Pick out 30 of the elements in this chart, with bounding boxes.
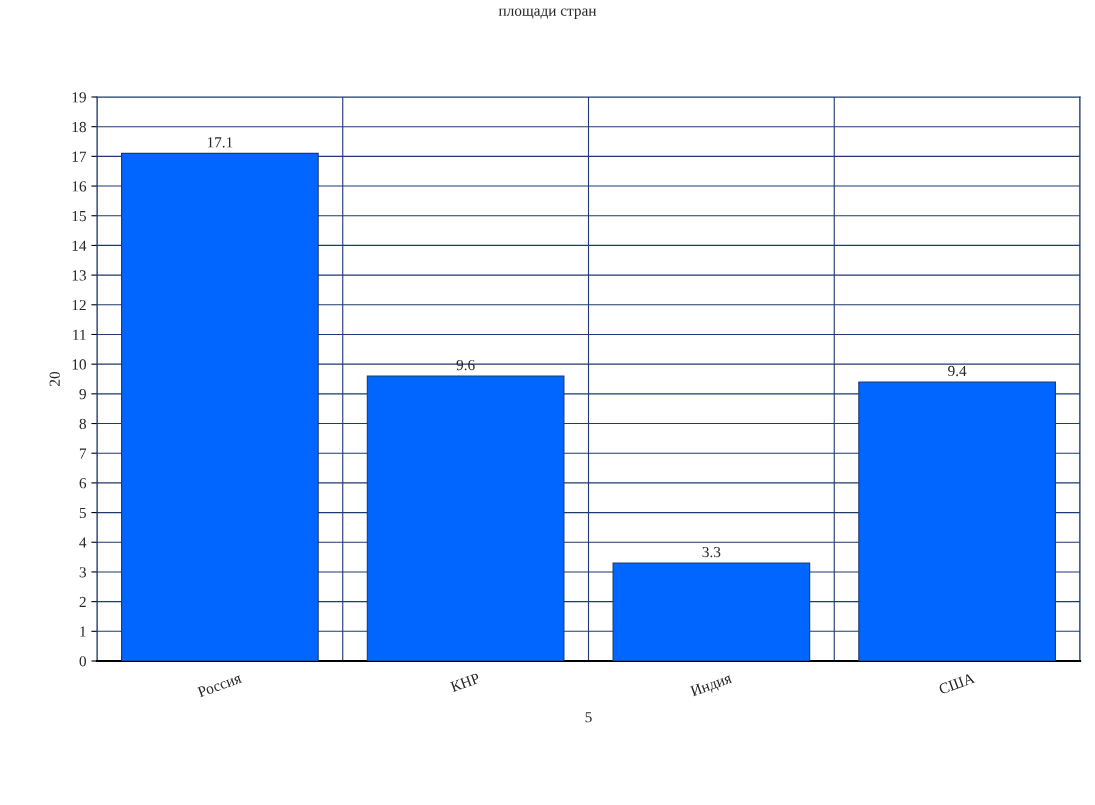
data-label: 3.3 bbox=[702, 546, 721, 558]
y-tick-label: 14 bbox=[72, 240, 87, 251]
data-label: 17.1 bbox=[207, 137, 233, 148]
y-tick-label: 3 bbox=[79, 567, 86, 578]
data-label: 9.4 bbox=[948, 365, 967, 377]
y-axis-title: 20 bbox=[49, 371, 60, 386]
x-tick-label: Россия bbox=[197, 672, 243, 698]
y-tick-label: 7 bbox=[79, 448, 87, 459]
y-tick-label: 18 bbox=[72, 121, 86, 133]
y-tick-label: 0 bbox=[79, 656, 86, 667]
y-tick-label: 9 bbox=[79, 389, 86, 400]
y-tick-label: 2 bbox=[79, 596, 86, 607]
x-axis-title: 5 bbox=[585, 712, 592, 723]
y-tick-label: 10 bbox=[72, 359, 86, 370]
y-tick-label: 5 bbox=[79, 507, 86, 519]
y-tick-label: 6 bbox=[79, 478, 87, 489]
y-tick-label: 4 bbox=[79, 537, 87, 548]
y-tick-label: 8 bbox=[79, 418, 86, 429]
y-tick-label: 16 bbox=[72, 181, 87, 192]
x-tick-label: КНР bbox=[449, 672, 481, 693]
y-tick-label: 17 bbox=[72, 151, 87, 162]
chart-title: площади стран bbox=[498, 8, 597, 19]
y-tick-label: 19 bbox=[72, 92, 86, 103]
x-tick-label: Индия bbox=[689, 672, 734, 700]
y-tick-label: 12 bbox=[72, 299, 86, 311]
y-tick-label: 11 bbox=[73, 329, 86, 340]
y-tick-label: 15 bbox=[72, 210, 86, 222]
y-tick-label: 13 bbox=[72, 270, 86, 281]
y-tick-label: 1 bbox=[80, 626, 86, 637]
x-tick-label: США bbox=[938, 672, 976, 695]
